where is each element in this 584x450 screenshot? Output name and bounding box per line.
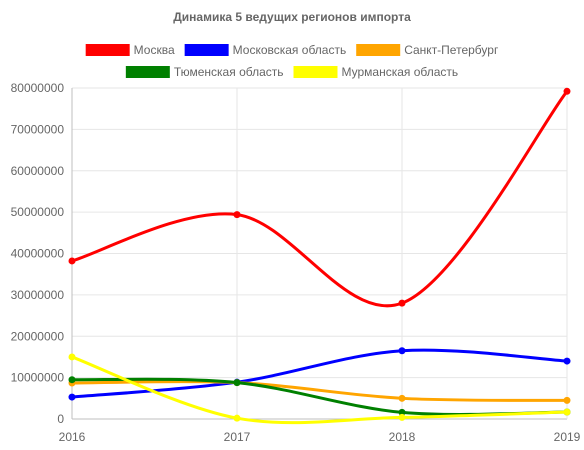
x-tick-label: 2016 [59,430,86,444]
legend-swatch [184,44,229,56]
data-point[interactable] [563,396,571,404]
legend: Москва Московская область Санкт-Петербург Т… [85,43,499,79]
series-group [68,87,571,425]
y-axis: 0 10000000 20000000 30000000 40000000 5000000… [11,81,65,426]
data-point[interactable] [398,413,406,421]
data-point[interactable] [233,414,241,422]
y-tick-label: 0 [57,412,64,426]
data-point[interactable] [563,357,571,365]
legend-item[interactable]: Санкт-Петербург [356,43,499,57]
data-point[interactable] [563,408,571,416]
series-0 [68,87,571,308]
data-point[interactable] [68,353,76,361]
data-point[interactable] [68,257,76,265]
series-line [71,380,568,402]
data-point[interactable] [233,379,241,387]
y-tick-label: 80000000 [11,81,65,95]
x-tick-label: 2018 [389,430,416,444]
chart-title: Динамика 5 ведущих регионов импорта [173,10,411,24]
legend-label: Санкт-Петербург [404,43,499,57]
x-tick-label: 2019 [554,430,581,444]
data-point[interactable] [398,394,406,402]
legend-item[interactable]: Москва [85,43,175,57]
series-line [71,377,568,416]
legend-label: Московская область [233,43,347,57]
x-axis: 2016 2017 2018 2019 [59,430,581,444]
x-tick-label: 2017 [224,430,251,444]
series-4 [68,353,571,425]
series-line [71,90,569,308]
data-point[interactable] [233,211,241,219]
legend-swatch [85,44,130,56]
series-1 [68,347,571,401]
legend-swatch [125,66,170,78]
legend-swatch [356,44,401,56]
data-point[interactable] [398,408,406,416]
legend-item[interactable]: Тюменская область [125,65,284,79]
data-point[interactable] [68,376,76,384]
y-tick-label: 40000000 [11,247,65,261]
data-point[interactable] [563,87,571,95]
data-point[interactable] [398,347,406,355]
data-point[interactable] [68,393,76,401]
legend-label: Москва [134,43,175,57]
y-tick-label: 70000000 [11,122,65,136]
data-point[interactable] [398,299,406,307]
grid [71,87,568,420]
y-tick-label: 20000000 [11,329,65,343]
legend-label: Тюменская область [174,65,284,79]
y-tick-label: 60000000 [11,164,65,178]
legend-item[interactable]: Мурманская область [293,65,458,79]
series-line [71,355,568,425]
legend-label: Мурманская область [341,65,458,79]
y-tick-label: 30000000 [11,288,65,302]
legend-swatch [293,66,338,78]
y-tick-label: 10000000 [11,371,65,385]
y-tick-label: 50000000 [11,205,65,219]
series-line [71,348,568,399]
legend-item[interactable]: Московская область [184,43,347,57]
